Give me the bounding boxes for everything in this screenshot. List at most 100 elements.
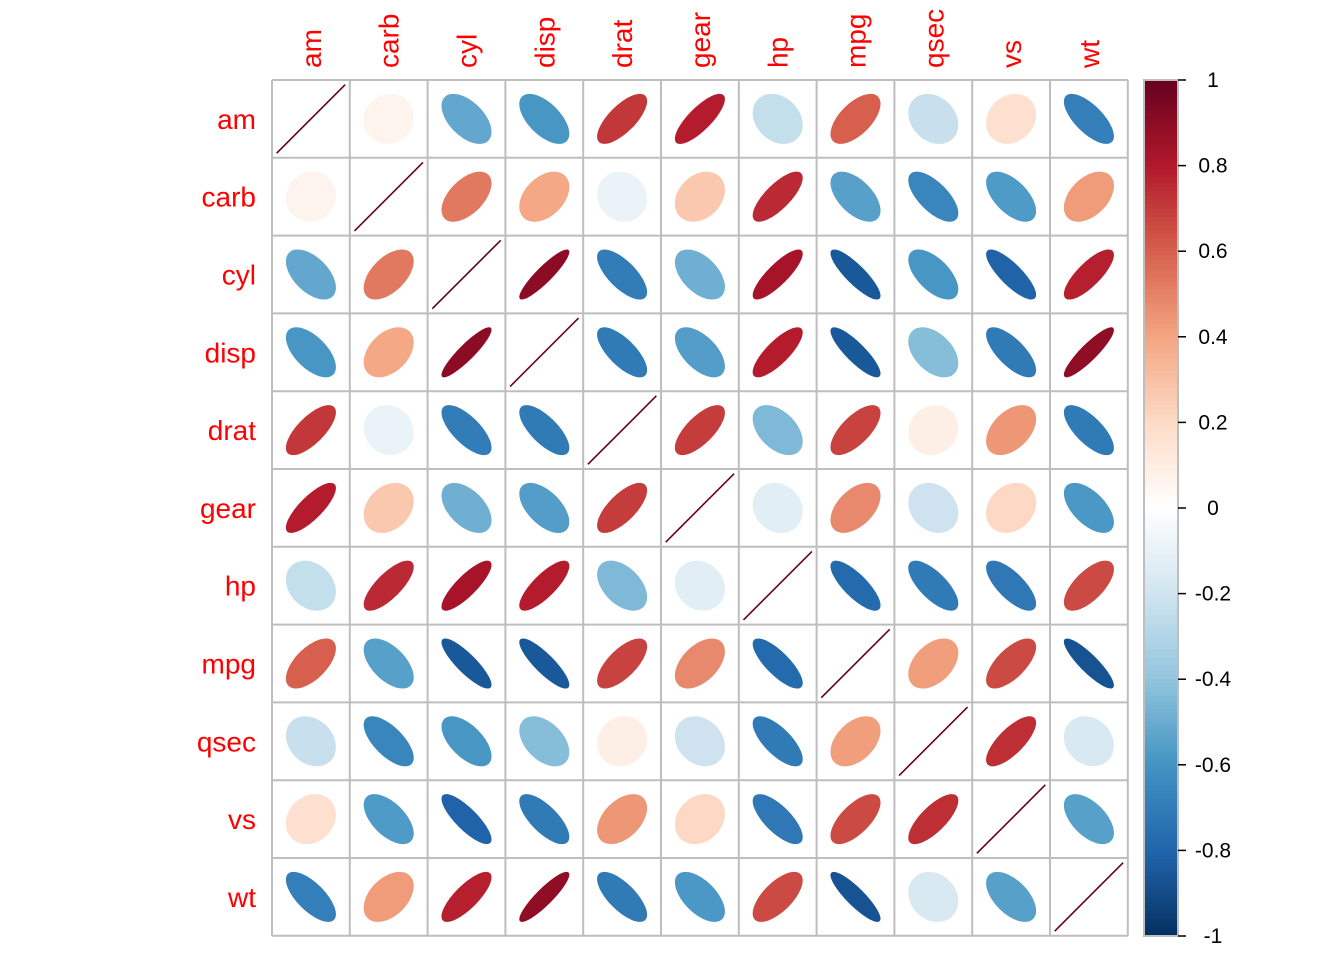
colorbar-segment	[1144, 469, 1178, 475]
colorbar-segment	[1144, 764, 1178, 770]
ellipse-disp-gear	[674, 327, 725, 378]
ellipse-carb-am	[285, 171, 336, 222]
ellipse-hp-carb	[363, 560, 414, 611]
colorbar-segment	[1144, 559, 1178, 565]
ellipse-wt-cyl	[441, 871, 492, 922]
colorbar-tick-label: 0.6	[1198, 240, 1227, 263]
colorbar-segment	[1144, 264, 1178, 269]
ellipse-drat-hp	[752, 405, 803, 456]
colorbar-segment	[1144, 914, 1178, 920]
colorbar-segment	[1144, 931, 1178, 937]
ellipse-disp-hp	[752, 327, 803, 378]
colorbar-segment	[1144, 306, 1178, 312]
colorbar-segment	[1144, 212, 1178, 218]
colorbar-segment	[1144, 644, 1178, 650]
colorbar-tick-label: 1	[1207, 69, 1219, 92]
colorbar-segment	[1144, 118, 1178, 124]
colorbar-segment	[1144, 371, 1178, 376]
colorbar-segment	[1144, 717, 1178, 723]
ellipse-am-qsec	[908, 93, 959, 144]
colorbar-segment	[1144, 285, 1178, 291]
colorbar-segment	[1144, 413, 1178, 419]
colorbar-segment	[1144, 341, 1178, 346]
colorbar-segment	[1144, 298, 1178, 304]
ellipse-hp-hp	[742, 550, 813, 621]
colorbar-segment	[1144, 336, 1178, 342]
colorbar-segment	[1144, 127, 1178, 132]
ellipse-mpg-am	[285, 638, 336, 689]
colorbar-segment	[1144, 187, 1178, 192]
colorbar-segment	[1144, 182, 1178, 188]
colorbar-segment	[1144, 435, 1178, 441]
colorbar-segment	[1144, 221, 1178, 227]
colorbar-segment	[1144, 174, 1178, 180]
ellipse-carb-hp	[752, 171, 803, 222]
colorbar-segment	[1144, 722, 1178, 727]
column-labels: am carb cyl disp drat gear hp mpg qsec vs wt	[296, 9, 1105, 69]
ellipse-gear-carb	[363, 482, 414, 533]
colorbar-segment	[1144, 195, 1178, 201]
colorbar-tick-label: 0.4	[1198, 326, 1228, 349]
ellipse-drat-am	[285, 405, 336, 456]
ellipse-qsec-am	[285, 716, 336, 767]
colorbar-segment	[1144, 739, 1178, 744]
ellipse-mpg-vs	[986, 638, 1037, 689]
colorbar-segment	[1144, 114, 1178, 120]
colorbar-segment	[1144, 139, 1178, 145]
ellipse-mpg-disp	[519, 638, 570, 689]
colorbar-segment	[1144, 105, 1178, 111]
colorbar-segment	[1144, 820, 1178, 826]
colorbar-segment	[1144, 251, 1178, 257]
ellipse-hp-disp	[519, 560, 570, 611]
ellipse-qsec-wt	[1063, 716, 1114, 767]
colorbar-segment	[1144, 627, 1178, 633]
colorbar-segment	[1144, 683, 1178, 689]
row-label-vs: vs	[228, 804, 256, 835]
colorbar-segment	[1144, 80, 1178, 85]
colorbar-segment	[1144, 713, 1178, 719]
colorbar-segment	[1144, 918, 1178, 924]
ellipse-mpg-hp	[752, 638, 803, 689]
row-label-cyl: cyl	[222, 260, 256, 291]
colorbar-segment	[1144, 229, 1178, 235]
colorbar-segment	[1144, 169, 1178, 175]
ellipse-drat-carb	[363, 405, 414, 456]
column-label-hp: hp	[763, 37, 794, 68]
colorbar-segment	[1144, 679, 1178, 685]
colorbar-tick-label: -0.8	[1195, 839, 1231, 862]
ellipse-gear-hp	[752, 482, 803, 533]
colorbar-segment	[1144, 563, 1178, 569]
colorbar-segment	[1144, 246, 1178, 252]
colorbar-segment	[1144, 238, 1178, 244]
colorbar-segment	[1144, 751, 1178, 757]
colorbar-segment	[1144, 405, 1178, 411]
ellipse-drat-disp	[519, 405, 570, 456]
ellipse-am-hp	[752, 93, 803, 144]
ellipse-gear-mpg	[830, 482, 881, 533]
ellipse-vs-am	[285, 794, 336, 845]
colorbar-segment	[1144, 456, 1178, 462]
colorbar-segment	[1144, 482, 1178, 488]
ellipse-hp-wt	[1063, 560, 1114, 611]
colorbar-segment	[1144, 234, 1178, 239]
colorbar-segment	[1144, 619, 1178, 625]
ellipse-wt-vs	[986, 871, 1037, 922]
colorbar-segment	[1144, 692, 1178, 697]
colorbar-segment	[1144, 430, 1178, 436]
ellipse-hp-qsec	[908, 560, 959, 611]
row-label-am: am	[217, 104, 256, 135]
colorbar-segment	[1144, 709, 1178, 715]
colorbar-segment	[1144, 191, 1178, 197]
colorbar-segment	[1144, 443, 1178, 449]
colorbar-segment	[1144, 426, 1178, 432]
colorbar-segment	[1144, 786, 1178, 792]
ellipse-cyl-cyl	[431, 239, 502, 310]
colorbar-segment	[1144, 439, 1178, 445]
row-label-carb: carb	[202, 182, 256, 213]
ellipse-mpg-gear	[674, 638, 725, 689]
colorbar-segment	[1144, 876, 1178, 881]
colorbar-segment	[1144, 208, 1178, 214]
ellipse-carb-mpg	[830, 171, 881, 222]
row-label-disp: disp	[205, 337, 256, 368]
ellipse-carb-carb	[353, 161, 424, 232]
